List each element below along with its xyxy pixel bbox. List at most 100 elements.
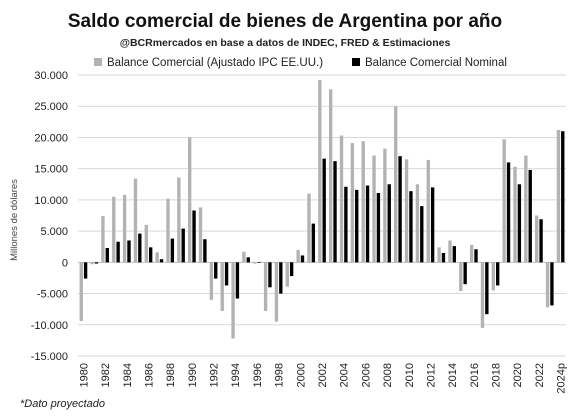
x-tick-label-2016: 2016 bbox=[469, 363, 481, 387]
bar-nominal-1997 bbox=[268, 262, 272, 288]
bar-adjusted-2015 bbox=[459, 262, 463, 292]
bar-nominal-2005 bbox=[355, 189, 359, 263]
bar-adjusted-2013 bbox=[437, 247, 441, 263]
x-tick-label-2018: 2018 bbox=[491, 363, 503, 387]
bar-nominal-2018 bbox=[496, 262, 500, 286]
y-tick-label-20-000: 20.000 bbox=[34, 132, 68, 144]
bar-adjusted-1990 bbox=[188, 137, 192, 263]
bar-nominal-2010 bbox=[409, 191, 413, 263]
legend: Balance Comercial (Ajustado IPC EE.UU.) … bbox=[94, 57, 507, 69]
legend-label-adjusted: Balance Comercial (Ajustado IPC EE.UU.) bbox=[107, 57, 323, 69]
bar-adjusted-2021 bbox=[524, 155, 528, 263]
bar-nominal-2000 bbox=[300, 255, 305, 263]
bar-adjusted-2012 bbox=[426, 159, 430, 263]
bar-adjusted-1984 bbox=[122, 194, 127, 263]
x-tick-label-2010: 2010 bbox=[404, 363, 416, 387]
y-tick-label-10-000: 10.000 bbox=[34, 195, 68, 207]
bar-nominal-2022 bbox=[539, 219, 543, 263]
bar-adjusted-2009 bbox=[394, 106, 398, 263]
bar-nominal-1983 bbox=[116, 241, 120, 263]
x-tick-label-1984: 1984 bbox=[122, 363, 134, 387]
bar-nominal-1993 bbox=[224, 262, 229, 286]
bar-nominal-2015 bbox=[463, 262, 467, 285]
bar-nominal-2012 bbox=[430, 187, 435, 263]
bar-adjusted-2019 bbox=[502, 139, 506, 263]
legend-swatch-nominal bbox=[352, 58, 360, 66]
x-tick-label-2008: 2008 bbox=[382, 363, 394, 387]
x-tick-label-2002: 2002 bbox=[317, 363, 329, 387]
bar-adjusted-2023 bbox=[545, 262, 550, 308]
y-axis-ticks: 30.000 25.000 20.000 15.000 10.000 5.000 0 -5.0… bbox=[31, 70, 68, 363]
bar-adjusted-1999 bbox=[285, 262, 289, 287]
bar-nominal-2020 bbox=[517, 184, 522, 263]
gridlines bbox=[78, 74, 566, 357]
y-tick-label-10-000: -10.000 bbox=[31, 320, 68, 332]
bar-adjusted-1987 bbox=[155, 252, 159, 263]
bar-nominal-2006 bbox=[365, 185, 370, 263]
bar-adjusted-2018 bbox=[491, 262, 496, 291]
bars bbox=[79, 79, 565, 339]
bar-nominal-2013 bbox=[441, 252, 446, 263]
x-axis-ticks: 1980 1982 1984 1986 1988 1990 1992 1994 1996 1998… bbox=[78, 363, 567, 394]
x-tick-label-2024p: 2024p bbox=[556, 363, 568, 394]
bar-nominal-1987 bbox=[159, 259, 164, 263]
bar-adjusted-2010 bbox=[404, 159, 409, 263]
x-tick-label-1988: 1988 bbox=[165, 363, 177, 387]
bar-adjusted-1998 bbox=[274, 262, 279, 322]
bar-nominal-2002 bbox=[322, 158, 326, 263]
y-tick-label-5-000: 5.000 bbox=[40, 226, 68, 238]
bar-adjusted-1981 bbox=[90, 262, 94, 265]
x-tick-label-1992: 1992 bbox=[209, 363, 221, 387]
bar-adjusted-2016 bbox=[469, 244, 474, 263]
bar-adjusted-1989 bbox=[177, 177, 181, 263]
bar-adjusted-2000 bbox=[296, 249, 300, 263]
bar-nominal-2003 bbox=[333, 161, 337, 263]
bar-adjusted-2006 bbox=[361, 141, 365, 263]
bar-nominal-1991 bbox=[203, 239, 207, 263]
bar-nominal-1994 bbox=[235, 262, 240, 299]
bar-adjusted-2005 bbox=[350, 143, 355, 263]
legend-swatch-adjusted bbox=[94, 58, 102, 66]
bar-nominal-2014 bbox=[452, 246, 456, 263]
chart-subtitle: @BCRmercados en base a datos de INDEC, F… bbox=[120, 37, 451, 49]
x-tick-label-1994: 1994 bbox=[230, 363, 242, 387]
bar-nominal-2001 bbox=[311, 223, 316, 263]
bar-adjusted-2008 bbox=[383, 148, 387, 263]
bar-nominal-2008 bbox=[387, 184, 391, 263]
x-tick-label-1986: 1986 bbox=[143, 363, 155, 387]
bar-adjusted-1995 bbox=[242, 251, 246, 263]
x-tick-label-2014: 2014 bbox=[447, 363, 459, 387]
bar-nominal-1988 bbox=[170, 238, 175, 263]
bar-nominal-2004 bbox=[344, 186, 348, 263]
bar-adjusted-1986 bbox=[144, 224, 148, 263]
x-tick-label-2012: 2012 bbox=[425, 363, 437, 387]
bar-adjusted-1988 bbox=[166, 198, 170, 263]
bar-nominal-1990 bbox=[192, 210, 196, 263]
bar-adjusted-1992 bbox=[209, 262, 214, 300]
x-tick-label-1998: 1998 bbox=[274, 363, 286, 387]
chart-title: Saldo comercial de bienes de Argentina p… bbox=[68, 11, 502, 32]
x-tick-label-2006: 2006 bbox=[360, 363, 372, 387]
bar-nominal-2007 bbox=[376, 193, 381, 263]
y-axis-label: Millones de dólares bbox=[9, 179, 20, 261]
bar-nominal-1996 bbox=[257, 262, 261, 263]
x-tick-label-1980: 1980 bbox=[78, 363, 90, 387]
x-tick-label-2004: 2004 bbox=[339, 363, 351, 387]
bar-adjusted-1982 bbox=[101, 216, 105, 263]
footnote: *Dato proyectado bbox=[20, 398, 105, 410]
bar-nominal-1981 bbox=[94, 262, 99, 264]
x-tick-label-2020: 2020 bbox=[512, 363, 524, 387]
bar-adjusted-1993 bbox=[220, 262, 224, 312]
bar-nominal-2011 bbox=[420, 206, 424, 263]
bar-nominal-2023 bbox=[550, 262, 554, 306]
x-tick-label-2000: 2000 bbox=[295, 363, 307, 387]
y-tick-label-15-000: -15.000 bbox=[31, 351, 68, 363]
bar-nominal-1998 bbox=[279, 262, 283, 294]
bar-adjusted-1985 bbox=[133, 178, 138, 263]
bar-adjusted-2024p bbox=[556, 129, 561, 263]
bar-nominal-2019 bbox=[506, 162, 511, 263]
x-tick-label-1996: 1996 bbox=[252, 363, 264, 387]
bar-adjusted-2002 bbox=[318, 79, 322, 263]
